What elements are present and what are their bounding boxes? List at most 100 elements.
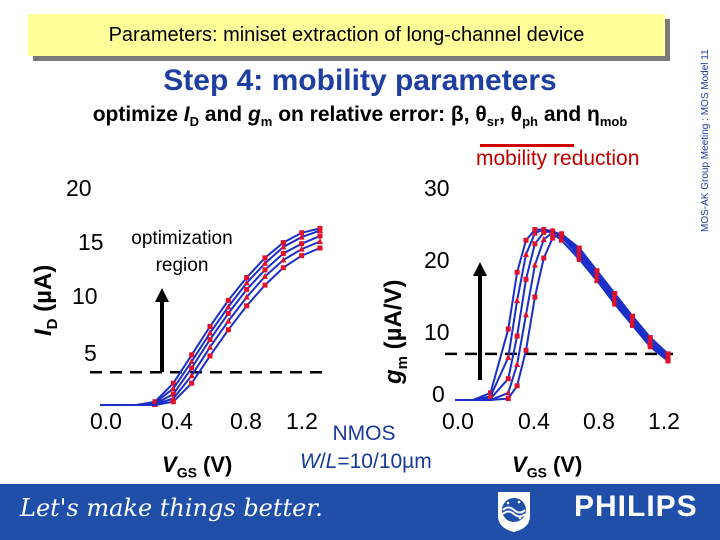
right-xlabel-unit: (V) (553, 452, 583, 477)
subtitle-mid: and (198, 103, 248, 126)
right-up-arrow-head (473, 262, 487, 276)
right-ytick: 30 (424, 175, 450, 201)
data-point-square (541, 255, 547, 261)
data-point-square (280, 240, 286, 246)
data-point-triangle (505, 353, 512, 360)
left-ytick: 15 (78, 229, 104, 255)
right-xlabel-sub: GS (526, 464, 547, 481)
data-point-square (505, 326, 511, 332)
data-point-triangle (243, 293, 250, 300)
data-point-triangle (505, 389, 512, 396)
left-up-arrow-head (155, 288, 169, 302)
data-point-square (541, 229, 547, 235)
data-point-square (550, 235, 556, 241)
data-point-square (244, 303, 250, 309)
data-point-square (317, 233, 323, 239)
device-wl-value: =10/10µm (337, 450, 432, 473)
subtitle-prefix: optimize (92, 103, 184, 126)
subtitle: optimize ID and gm on relative error: β,… (0, 103, 720, 129)
subtitle-gm: g (247, 103, 261, 126)
shield-icon (498, 492, 530, 532)
data-point-square (189, 380, 195, 386)
left-xlabel-unit: (V) (203, 452, 233, 477)
data-point-triangle (225, 303, 232, 310)
data-point-square (514, 333, 520, 339)
data-point-square (576, 245, 582, 251)
data-point-square (665, 351, 671, 357)
left-xlabel-main: V (162, 452, 177, 477)
mobility-reduction-underline (480, 144, 574, 147)
slide-title: Parameters: miniset extraction of long-c… (108, 24, 585, 46)
data-point-triangle (298, 233, 305, 240)
data-point-square (225, 327, 231, 333)
data-point-triangle (225, 317, 232, 324)
subtitle-ph-sub: ph (522, 114, 538, 130)
data-point-triangle (531, 261, 538, 268)
data-point-square (207, 337, 213, 343)
data-point-square (170, 399, 176, 405)
right-ytick: 10 (424, 319, 450, 345)
data-point-square (488, 396, 493, 402)
series-line-3 (455, 229, 669, 401)
right-xlabel: VGS (V) (508, 452, 587, 481)
data-point-triangle (523, 311, 529, 318)
device-l: L (325, 450, 338, 473)
data-point-triangle (514, 361, 521, 367)
data-point-square (612, 291, 618, 296)
right-xlabel-main: V (512, 452, 527, 477)
data-point-square (299, 241, 305, 247)
data-point-triangle (317, 227, 323, 234)
data-point-square (317, 245, 323, 251)
series-line-1 (455, 228, 669, 401)
data-point-square (559, 231, 564, 237)
data-point-triangle (188, 357, 195, 364)
data-point-triangle (262, 259, 268, 266)
series-line-5 (455, 232, 669, 401)
data-point-triangle (280, 243, 287, 250)
data-point-square (532, 227, 538, 233)
subtitle-gm-sub: m (260, 114, 273, 130)
data-point-square (262, 282, 268, 288)
data-point-triangle (531, 229, 538, 236)
data-point-triangle (523, 250, 529, 257)
subtitle-sr-sub: sr (486, 114, 500, 130)
data-point-square (262, 267, 268, 273)
data-point-square (189, 352, 195, 358)
left-ytick: 5 (84, 340, 97, 366)
side-note: MOS-AK Group Meeting : MOS Model 11 (700, 49, 711, 232)
optimization-region-label: optimization region (112, 225, 252, 279)
data-point-square (262, 255, 268, 261)
data-point-triangle (298, 245, 305, 252)
data-point-triangle (207, 329, 213, 336)
left-ylabel-main: I (30, 329, 57, 336)
data-point-square (647, 340, 653, 346)
subtitle-rest: on relative error: β, θ (272, 103, 487, 126)
data-point-square (207, 324, 213, 330)
data-point-square (594, 268, 600, 274)
left-ylabel: ID (µA) (30, 265, 61, 336)
right-xtick: 0.0 (442, 408, 474, 434)
data-point-square (505, 376, 511, 382)
left-ylabel-unit: (µA) (30, 264, 57, 312)
data-point-triangle (514, 297, 521, 304)
left-xtick: 0.4 (161, 408, 193, 434)
data-point-square (244, 286, 250, 292)
data-point-triangle (243, 279, 250, 286)
data-point-square (576, 256, 582, 262)
data-point-square (207, 353, 213, 359)
left-xlabel-sub: GS (176, 464, 197, 481)
data-point-square (514, 269, 520, 275)
right-ylabel-unit: (µA/V) (380, 279, 407, 350)
right-ytick: 0 (432, 381, 445, 407)
device-geometry: W/L=10/10µm (300, 448, 432, 476)
data-point-square (594, 273, 600, 279)
data-point-square (532, 241, 538, 247)
data-point-triangle (207, 343, 213, 350)
series-line-2 (455, 228, 669, 401)
left-ytick: 10 (72, 283, 98, 309)
data-point-square (514, 383, 520, 389)
left-ylabel-sub: D (43, 318, 61, 330)
data-point-square (523, 276, 529, 282)
data-point-square (630, 319, 635, 325)
